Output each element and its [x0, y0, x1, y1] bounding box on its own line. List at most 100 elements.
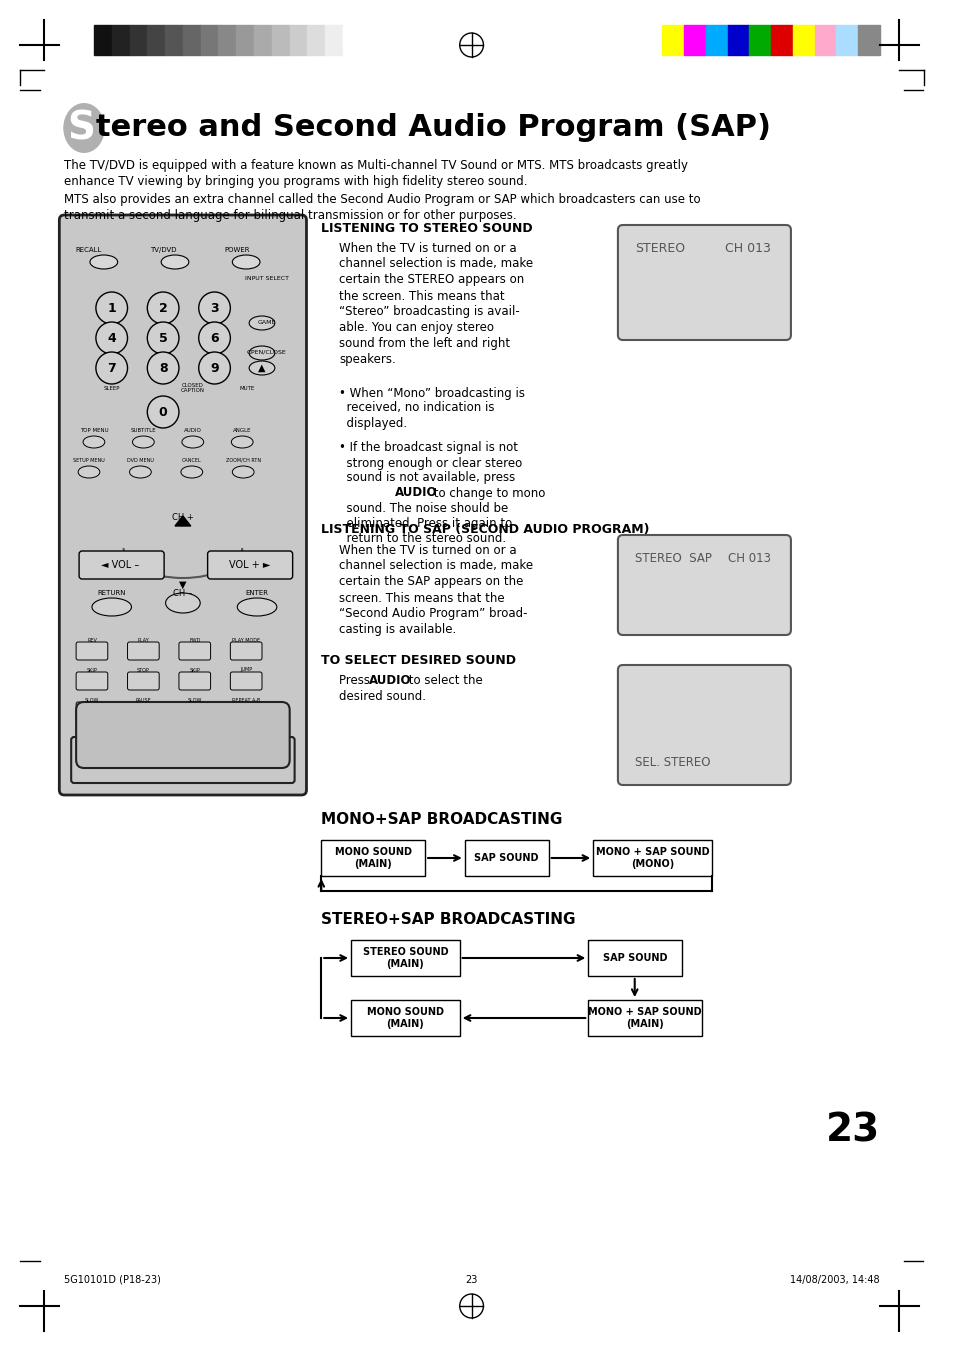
FancyBboxPatch shape	[321, 840, 425, 875]
Text: LISTENING TO SAP (SECOND AUDIO PROGRAM): LISTENING TO SAP (SECOND AUDIO PROGRAM)	[321, 523, 649, 536]
Text: 6: 6	[210, 331, 218, 345]
Text: CH 013: CH 013	[727, 551, 770, 565]
Text: MONO SOUND
(MAIN): MONO SOUND (MAIN)	[335, 847, 412, 869]
Text: 5G10101D (P18-23): 5G10101D (P18-23)	[64, 1275, 161, 1285]
Ellipse shape	[249, 361, 274, 376]
Bar	[858, 26, 879, 55]
Text: MONO+SAP BROADCASTING: MONO+SAP BROADCASTING	[321, 812, 562, 828]
Bar	[661, 26, 683, 55]
Ellipse shape	[237, 598, 276, 616]
Text: sound. The noise should be: sound. The noise should be	[338, 501, 508, 515]
FancyBboxPatch shape	[230, 642, 262, 661]
Bar	[183, 26, 200, 55]
Text: eliminated. Press it again to: eliminated. Press it again to	[338, 516, 512, 530]
Text: STEREO+SAP BROADCASTING: STEREO+SAP BROADCASTING	[321, 912, 576, 928]
Text: 9: 9	[210, 362, 218, 374]
Text: tereo and Second Audio Program (SAP): tereo and Second Audio Program (SAP)	[96, 113, 770, 142]
Text: SLOW: SLOW	[85, 697, 99, 703]
Text: MONO SOUND
(MAIN): MONO SOUND (MAIN)	[367, 1008, 443, 1029]
Bar	[705, 26, 727, 55]
Text: 3: 3	[210, 301, 218, 315]
FancyBboxPatch shape	[79, 551, 164, 580]
Text: SEL. STEREO: SEL. STEREO	[634, 755, 709, 769]
Text: FWD: FWD	[189, 638, 200, 643]
Text: 1: 1	[108, 301, 116, 315]
Text: channel selection is made, make: channel selection is made, make	[338, 559, 533, 573]
Text: ▲: ▲	[258, 363, 266, 373]
Text: 4: 4	[108, 331, 116, 345]
Ellipse shape	[166, 593, 200, 613]
Bar	[749, 26, 770, 55]
Text: The TV/DVD is equipped with a feature known as Multi-channel TV Sound or MTS. MT: The TV/DVD is equipped with a feature kn…	[64, 158, 687, 172]
Bar	[236, 26, 253, 55]
Text: sound is not available, press: sound is not available, press	[338, 471, 515, 485]
FancyBboxPatch shape	[230, 671, 262, 690]
Text: • When “Mono” broadcasting is: • When “Mono” broadcasting is	[338, 386, 524, 400]
Text: STEREO: STEREO	[634, 242, 684, 254]
Text: desired sound.: desired sound.	[338, 689, 426, 703]
Text: SAP SOUND: SAP SOUND	[602, 952, 667, 963]
Text: CLOSED
CAPTION: CLOSED CAPTION	[181, 382, 205, 393]
Text: S: S	[67, 109, 95, 147]
FancyBboxPatch shape	[618, 226, 790, 340]
Ellipse shape	[78, 466, 100, 478]
Polygon shape	[174, 516, 191, 526]
Text: STEREO SOUND
(MAIN): STEREO SOUND (MAIN)	[362, 947, 448, 969]
Text: screen. This means that the: screen. This means that the	[338, 592, 504, 604]
Ellipse shape	[161, 255, 189, 269]
FancyBboxPatch shape	[128, 703, 159, 720]
Text: When the TV is turned on or a: When the TV is turned on or a	[338, 543, 517, 557]
Circle shape	[147, 396, 179, 428]
Ellipse shape	[233, 466, 253, 478]
Text: INPUT SELECT: INPUT SELECT	[245, 276, 289, 281]
Text: MTS also provides an extra channel called the Second Audio Program or SAP which : MTS also provides an extra channel calle…	[64, 192, 700, 205]
FancyBboxPatch shape	[179, 642, 211, 661]
Text: channel selection is made, make: channel selection is made, make	[338, 258, 533, 270]
Text: 7: 7	[108, 362, 116, 374]
Bar	[683, 26, 705, 55]
Ellipse shape	[132, 436, 154, 449]
Text: CH –: CH –	[173, 589, 193, 597]
FancyBboxPatch shape	[588, 940, 681, 975]
Text: AUDIO: AUDIO	[369, 674, 411, 686]
Bar	[290, 26, 307, 55]
Text: PAUSE: PAUSE	[135, 697, 152, 703]
FancyBboxPatch shape	[76, 703, 108, 720]
Text: TV/DVD: TV/DVD	[150, 247, 176, 253]
Bar	[93, 26, 112, 55]
FancyBboxPatch shape	[128, 642, 159, 661]
Bar	[147, 26, 165, 55]
FancyBboxPatch shape	[71, 738, 294, 784]
Ellipse shape	[249, 316, 274, 330]
Text: OPEN/CLOSE: OPEN/CLOSE	[247, 350, 287, 354]
FancyBboxPatch shape	[128, 671, 159, 690]
Bar	[770, 26, 792, 55]
Text: ▼: ▼	[179, 580, 187, 590]
FancyBboxPatch shape	[230, 703, 262, 720]
FancyBboxPatch shape	[351, 1000, 459, 1036]
Text: speakers.: speakers.	[338, 354, 395, 366]
Text: received, no indication is: received, no indication is	[338, 401, 494, 415]
Text: ENTER: ENTER	[245, 590, 268, 596]
Text: SLOW: SLOW	[188, 697, 202, 703]
Text: the screen. This means that: the screen. This means that	[338, 289, 504, 303]
Text: JUMP: JUMP	[240, 667, 252, 673]
Text: to select the: to select the	[405, 674, 482, 686]
Text: MUTE: MUTE	[239, 385, 254, 390]
Text: REPEAT A-B: REPEAT A-B	[232, 697, 260, 703]
Text: return to the stereo sound.: return to the stereo sound.	[338, 531, 506, 544]
Text: 14/08/2003, 14:48: 14/08/2003, 14:48	[789, 1275, 879, 1285]
Text: SAP SOUND: SAP SOUND	[474, 852, 538, 863]
Ellipse shape	[231, 436, 253, 449]
Ellipse shape	[249, 346, 274, 359]
Bar	[814, 26, 836, 55]
Text: AUDIO: AUDIO	[394, 486, 436, 500]
Text: MONO + SAP SOUND
(MAIN): MONO + SAP SOUND (MAIN)	[588, 1008, 701, 1029]
Circle shape	[96, 292, 128, 324]
Text: ZOOM/CH RTN: ZOOM/CH RTN	[226, 458, 260, 462]
Text: 2: 2	[158, 301, 168, 315]
Text: enhance TV viewing by bringing you programs with high fidelity stereo sound.: enhance TV viewing by bringing you progr…	[64, 176, 527, 189]
Text: SLEEP: SLEEP	[103, 385, 120, 390]
FancyBboxPatch shape	[59, 215, 306, 794]
Bar	[130, 26, 147, 55]
